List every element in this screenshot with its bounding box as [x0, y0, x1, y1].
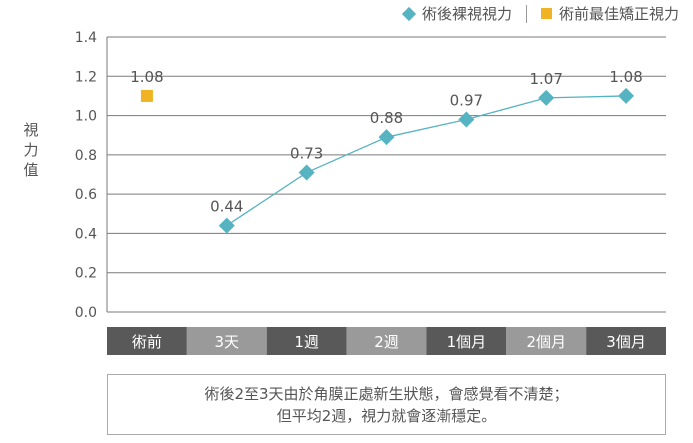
data-point — [538, 89, 555, 106]
legend-item-series2: 術前最佳矯正視力 — [540, 3, 679, 24]
y-tick-label: 0.2 — [75, 266, 97, 282]
data-point — [618, 87, 635, 104]
y-tick-label: 0.8 — [75, 148, 97, 164]
x-tick-label: 1週 — [294, 333, 319, 351]
category-cell — [266, 327, 347, 355]
data-label: 1.08 — [609, 68, 642, 86]
legend: 術後裸視視力 術前最佳矯正視力 — [401, 3, 679, 24]
category-cell — [346, 327, 427, 355]
category-cell — [107, 327, 187, 355]
y-tick-label: 1.0 — [75, 109, 97, 125]
category-cell — [186, 327, 267, 355]
x-tick-label: 3天 — [215, 333, 240, 351]
data-point — [458, 111, 475, 128]
data-point — [140, 89, 153, 102]
legend-label-series2: 術前最佳矯正視力 — [558, 5, 679, 23]
x-tick-label: 術前 — [132, 333, 162, 351]
category-cell — [506, 327, 587, 355]
legend-label-series1: 術後裸視視力 — [421, 5, 512, 23]
y-tick-label: 0.6 — [75, 187, 97, 203]
legend-item-series1: 術後裸視視力 — [401, 3, 512, 24]
y-axis-label: 視力值 — [23, 121, 39, 179]
data-label: 1.08 — [130, 68, 163, 86]
x-tick-label: 2個月 — [526, 333, 566, 351]
y-tick-label: 0.0 — [75, 305, 97, 321]
footnote-line-1: 術後2至3天由於角膜正處新生狀態，會感覺看不清楚； — [204, 384, 569, 403]
x-tick-label: 3個月 — [606, 333, 646, 351]
data-point — [298, 164, 315, 181]
category-cell — [586, 327, 666, 355]
legend-divider — [525, 4, 527, 23]
diamond-icon — [401, 6, 417, 21]
data-point — [378, 129, 395, 146]
square-icon — [540, 8, 552, 19]
data-label: 0.97 — [450, 92, 483, 110]
data-label: 1.07 — [530, 70, 563, 88]
series-line-1 — [226, 95, 627, 227]
y-tick-label: 1.2 — [75, 69, 97, 85]
y-tick-label: 1.4 — [75, 30, 97, 46]
footnote-line-2: 但平均2週，視力就會逐漸穩定。 — [276, 406, 497, 425]
data-point — [218, 217, 235, 234]
footnote-box: 術後2至3天由於角膜正處新生狀態，會感覺看不清楚； 但平均2週，視力就會逐漸穩定… — [107, 374, 666, 435]
category-cell — [426, 327, 507, 355]
data-label: 0.73 — [290, 145, 323, 163]
x-tick-label: 2週 — [374, 333, 399, 351]
data-label: 0.44 — [210, 198, 243, 216]
data-label: 0.88 — [370, 109, 403, 127]
y-tick-label: 0.4 — [75, 226, 97, 242]
x-tick-label: 1個月 — [447, 333, 487, 351]
